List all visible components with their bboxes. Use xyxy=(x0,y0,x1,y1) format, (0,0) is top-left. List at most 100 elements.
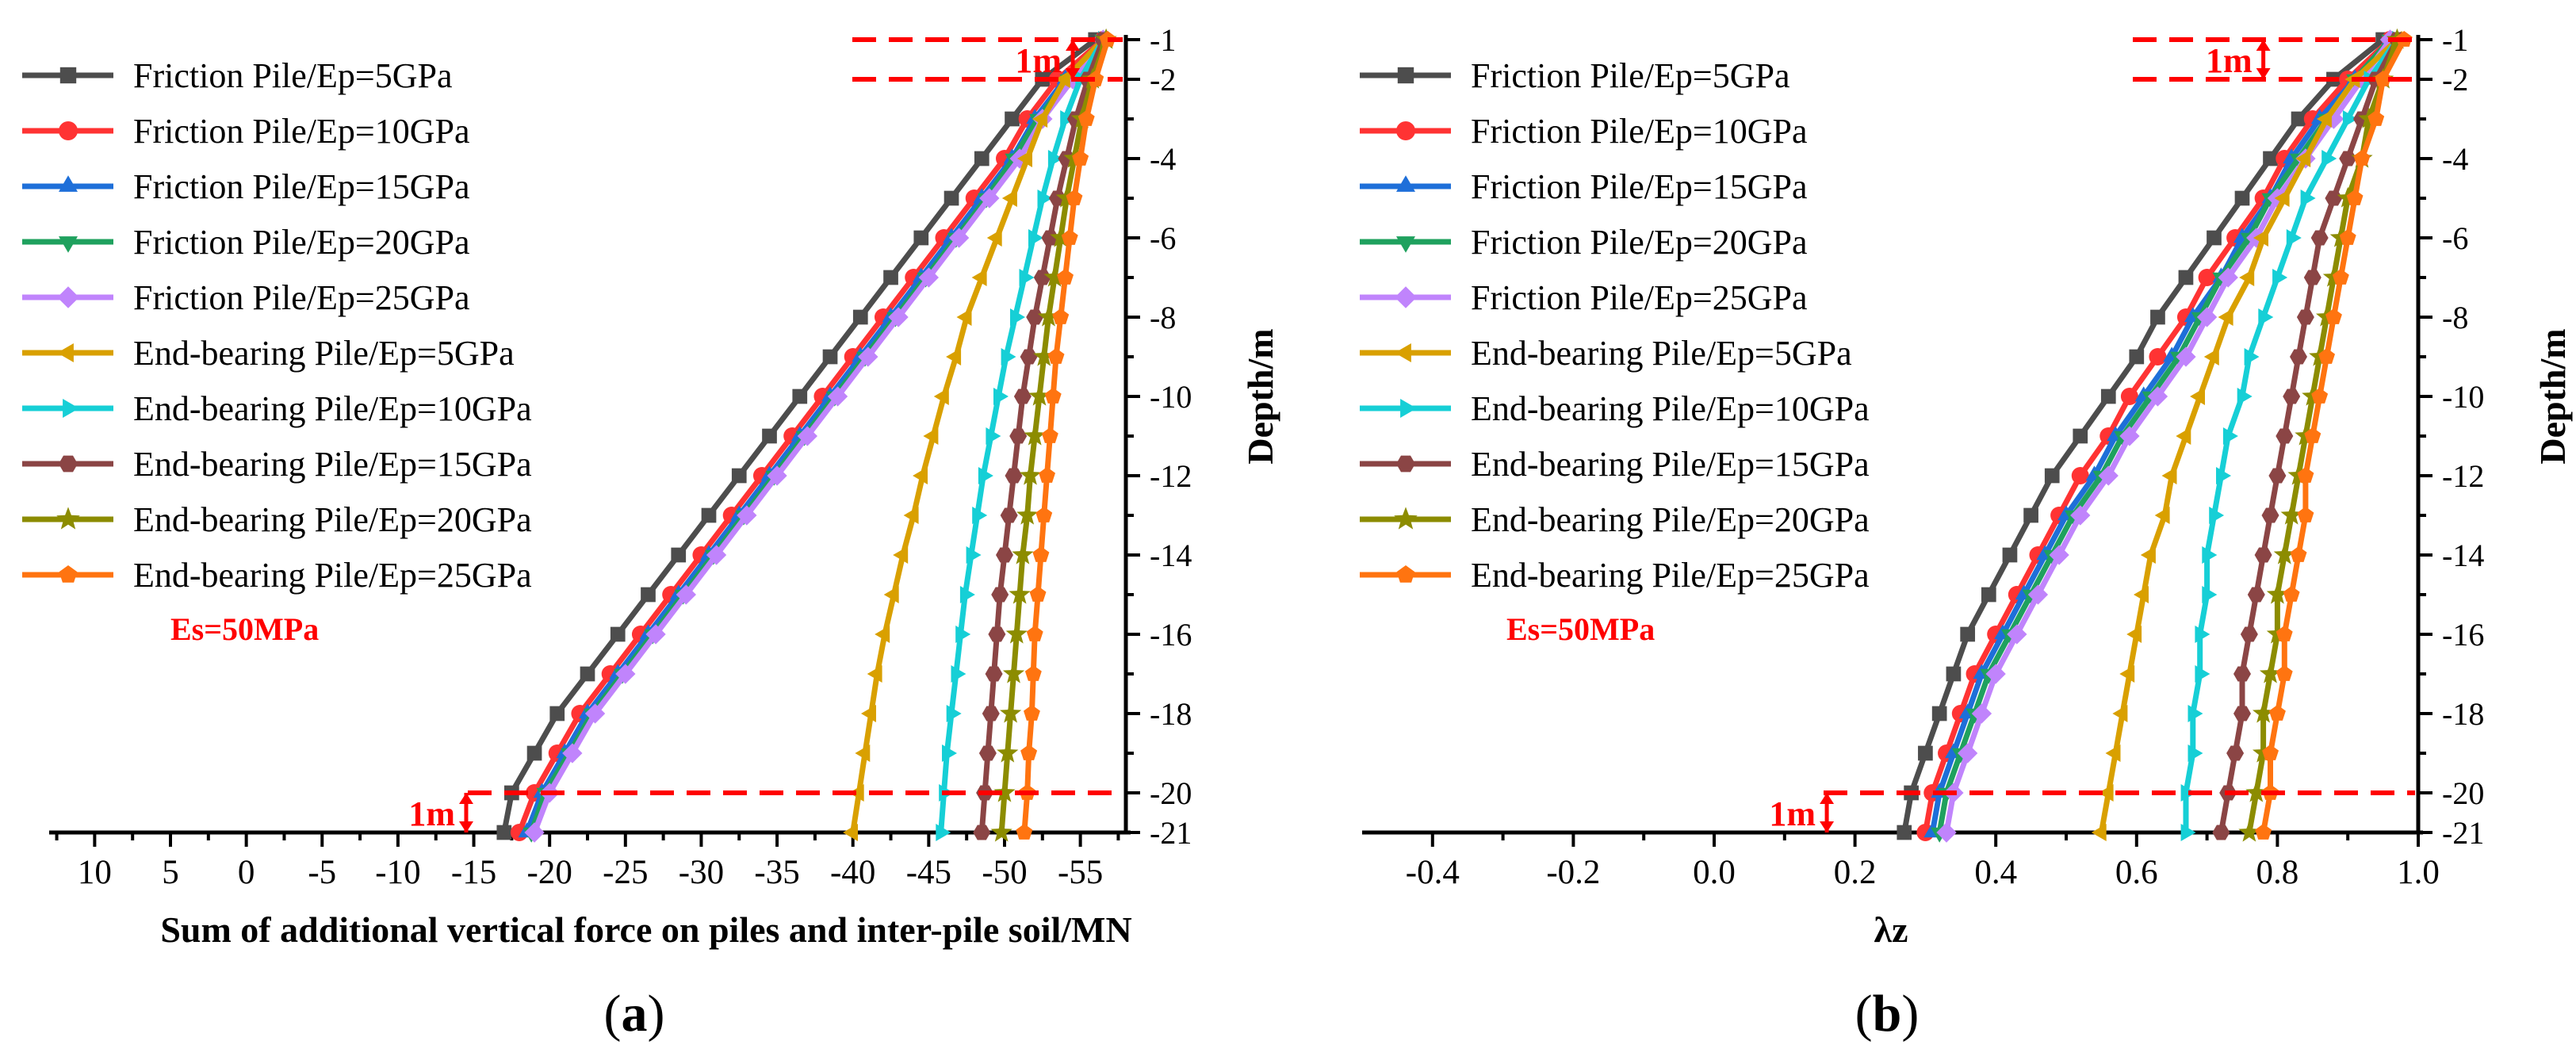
y-tick-label: -2 xyxy=(1150,62,1176,98)
legend-marker xyxy=(59,121,78,140)
data-point xyxy=(2247,587,2265,603)
legend-label: End-bearing Pile/Ep=25GPa xyxy=(1471,556,1870,595)
arrowhead-down xyxy=(1066,68,1081,79)
data-point xyxy=(2233,706,2251,721)
data-point xyxy=(2237,388,2253,405)
data-point xyxy=(1037,189,1053,207)
arrowhead-down xyxy=(2256,68,2271,79)
data-point xyxy=(2339,151,2357,166)
data-point xyxy=(1016,824,1033,840)
data-point xyxy=(1024,665,1042,681)
panel-label: (a) xyxy=(604,985,665,1043)
data-point xyxy=(949,228,970,248)
data-point xyxy=(2280,503,2302,525)
data-point xyxy=(2296,309,2314,325)
data-point xyxy=(1057,269,1074,285)
data-point xyxy=(1005,468,1023,484)
legend-marker xyxy=(59,67,77,84)
data-point xyxy=(2195,626,2210,643)
soil-modulus-label: Es=50MPa xyxy=(170,611,319,647)
data-point xyxy=(2098,465,2119,486)
data-point xyxy=(1041,230,1059,246)
data-point xyxy=(1032,546,1050,562)
data-point xyxy=(549,706,565,721)
legend-item: End-bearing Pile/Ep=20GPa xyxy=(22,500,532,539)
data-point xyxy=(2216,467,2231,484)
data-point xyxy=(2234,190,2250,206)
data-point xyxy=(2091,824,2107,841)
data-point xyxy=(1005,111,1020,127)
data-point xyxy=(1047,348,1065,364)
data-point xyxy=(855,744,871,762)
data-point xyxy=(2176,427,2191,445)
data-point xyxy=(2190,388,2205,405)
y-tick-label: -16 xyxy=(2442,617,2484,653)
legend-item: End-bearing Pile/Ep=15GPa xyxy=(1360,445,1870,484)
data-point xyxy=(584,703,606,724)
data-point xyxy=(2187,744,2203,762)
data-point xyxy=(2176,346,2196,367)
x-tick-label: -50 xyxy=(982,854,1027,891)
y-tick-label: -18 xyxy=(2442,696,2484,732)
y-tick-label: -8 xyxy=(1150,300,1176,335)
data-point xyxy=(2112,705,2128,722)
y-tick-label: -4 xyxy=(2442,141,2468,177)
data-point xyxy=(706,545,727,565)
data-point xyxy=(2226,745,2245,761)
data-point xyxy=(2261,507,2279,523)
data-point xyxy=(944,190,959,206)
data-point xyxy=(2353,150,2371,166)
data-point xyxy=(1039,467,1055,483)
legend-marker xyxy=(56,507,80,530)
data-point xyxy=(2297,507,2314,522)
data-point xyxy=(1028,229,1043,247)
data-point xyxy=(978,467,993,484)
data-point xyxy=(1958,743,1978,764)
data-point xyxy=(1047,150,1063,167)
data-point xyxy=(2244,348,2260,366)
data-point xyxy=(1037,305,1060,327)
legend-item: Friction Pile/Ep=10GPa xyxy=(22,112,469,151)
data-point xyxy=(2303,270,2321,285)
data-point xyxy=(923,427,939,445)
data-point xyxy=(991,587,1009,603)
data-point xyxy=(1012,543,1034,565)
legend-label: End-bearing Pile/Ep=20GPa xyxy=(1471,500,1870,539)
legend-item: End-bearing Pile/Ep=10GPa xyxy=(1360,389,1870,428)
y-tick-label: -6 xyxy=(2442,220,2468,256)
data-point xyxy=(2276,626,2293,641)
legend-marker xyxy=(1396,236,1415,253)
data-point xyxy=(2023,507,2038,523)
data-point xyxy=(2119,426,2140,446)
data-point xyxy=(883,586,899,603)
data-point xyxy=(1052,308,1070,324)
legend-label: Friction Pile/Ep=5GPa xyxy=(133,56,452,95)
legend-label: Friction Pile/Ep=20GPa xyxy=(133,223,469,262)
data-point xyxy=(496,825,512,840)
data-point xyxy=(524,822,545,843)
legend-item: Friction Pile/Ep=25GPa xyxy=(22,278,469,317)
data-point xyxy=(1002,662,1025,683)
data-point xyxy=(946,348,962,366)
data-point xyxy=(972,507,988,524)
data-point xyxy=(2120,388,2138,405)
data-point xyxy=(2218,308,2233,326)
data-point xyxy=(946,705,962,722)
one-meter-label: 1m xyxy=(408,794,455,833)
data-point xyxy=(2126,626,2142,643)
data-point xyxy=(852,309,868,325)
data-point xyxy=(2291,111,2306,127)
x-tick-label: -30 xyxy=(679,854,724,891)
data-point xyxy=(2178,270,2194,285)
data-point xyxy=(615,664,636,684)
data-point xyxy=(1005,622,1028,644)
legend-label: End-bearing Pile/Ep=20GPa xyxy=(133,500,532,539)
data-point xyxy=(1001,189,1017,207)
data-point xyxy=(1985,664,2006,684)
one-meter-label: 1m xyxy=(1769,794,1816,833)
data-point xyxy=(843,824,858,841)
data-point xyxy=(2342,110,2358,128)
data-point xyxy=(2276,428,2294,444)
data-point xyxy=(1077,110,1095,126)
x-tick-label: -35 xyxy=(754,854,799,891)
